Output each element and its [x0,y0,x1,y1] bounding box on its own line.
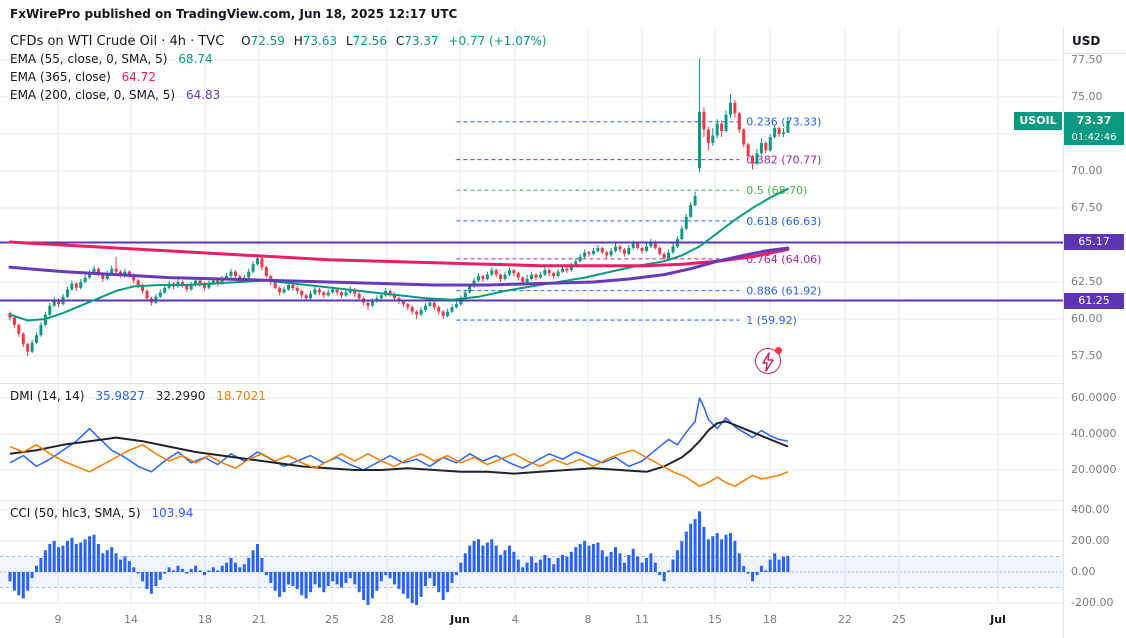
ema55-label: EMA (55, close, 0, SMA, 5) [10,52,168,66]
usoil-symbol-flag: USOIL [1014,112,1062,131]
time-tick-label: 18 [763,613,777,626]
cci-legend[interactable]: CCI (50, hlc3, SMA, 5) 103.94 [10,505,193,522]
cci-histogram [8,511,790,605]
ema365-line [8,240,790,268]
fib-level-label: 0.764 (64.06) [746,253,821,266]
header-bar: FxWirePro published on TradingView.com, … [0,0,1126,28]
fib-level-label: 0.618 (66.63) [746,215,821,228]
lightning-icon [762,352,774,372]
time-tick-label: 9 [54,613,62,626]
time-tick-label: 25 [892,613,906,626]
price-axis-label: 400.00 [1071,502,1110,516]
time-tick-label: 14 [124,613,138,626]
ema200-line [8,246,790,287]
pane-divider[interactable] [0,383,1126,384]
time-tick-label: 22 [838,613,852,626]
open-value: 72.59 [250,34,285,48]
change-value: +0.77 (+1.07%) [448,34,547,48]
ema200-value: 64.83 [185,88,221,102]
time-tick-label: 28 [380,613,394,626]
time-tick-label: 18 [198,613,212,626]
low-key: L [345,34,353,48]
time-tick-label: Jul [990,613,1006,626]
price-axis-label: 57.50 [1071,349,1103,362]
fib-retracement: 0.236 (73.33) 0.382 (70.77) 0.5 (68.70) 0.6… [456,116,821,327]
main-price-pane[interactable]: 0.236 (73.33) 0.382 (70.77) 0.5 (68.70) 0.6… [0,28,1063,383]
currency-label: USD [1064,28,1126,54]
main-legend: CFDs on WTI Crude Oil · 4h · TVC O72.59 … [10,33,547,105]
price-axis-label: 0.00 [1071,565,1096,578]
price-axis-label: 20.0000 [1071,463,1117,476]
time-tick-label: 21 [252,613,266,626]
ema55-value: 68.74 [178,52,213,66]
dmi-grid [0,383,1063,500]
ema365-legend-row[interactable]: EMA (365, close) 64.72 [10,69,547,86]
quick-trade-button[interactable] [755,347,782,374]
time-tick-label: 11 [635,613,649,626]
high-value: 73.63 [302,34,338,48]
close-key: C [395,34,405,48]
ema200-label: EMA (200, close, 0, SMA, 5) [10,88,176,102]
time-axis[interactable]: 9 14 18 21 25 28 Jun 4 8 11 15 18 22 25 Jul [0,605,1063,638]
notification-dot [775,347,782,354]
dmi-series-plusdi [9,397,789,473]
cci-pane[interactable] [0,500,1063,605]
time-tick-label: Jun [450,613,470,626]
time-tick-label: 15 [708,613,722,626]
dmi-legend[interactable]: DMI (14, 14) 35.9827 32.2990 18.7021 [10,388,266,405]
ema55-line [9,187,789,322]
price-level-badge-6517: 65.17 [1064,234,1124,251]
dmi-plus-di-value: 35.9827 [95,389,145,403]
horizontal-rays [0,241,1063,302]
main-grid [0,28,1063,383]
ema365-value: 64.72 [121,70,156,84]
dmi-pane[interactable] [0,383,1063,500]
ema200-legend-row[interactable]: EMA (200, close, 0, SMA, 5) 64.83 [10,87,547,104]
dmi-series-adx [9,420,789,475]
low-value: 72.56 [352,34,388,48]
dmi-minus-di-value: 18.7021 [216,389,266,403]
price-axis-label: 77.50 [1071,53,1103,66]
candle-countdown-badge: 01:42:46 [1064,130,1124,146]
ema365-label: EMA (365, close) [10,70,111,84]
axis-separator [1063,28,1064,638]
price-axis-label: -200.00 [1071,596,1114,610]
fib-level-label: 1 (59.92) [746,314,797,327]
dmi-adx-value: 32.2990 [155,389,206,403]
symbol-title: CFDs on WTI Crude Oil · 4h · TVC [10,34,225,49]
fib-level-label: 0.886 (61.92) [746,285,821,298]
open-key: O [241,34,251,48]
price-axis-label: 60.0000 [1071,391,1117,404]
cci-label: CCI (50, hlc3, SMA, 5) [10,506,141,520]
fib-level-label: 0.236 (73.33) [746,116,821,129]
current-price-badge: 73.37 [1064,112,1124,131]
candlestick-series [8,58,790,356]
cci-value: 103.94 [151,506,194,520]
time-tick-label: 4 [511,613,519,626]
dmi-label: DMI (14, 14) [10,389,85,403]
price-axis-label: 40.0000 [1071,427,1117,440]
high-key: H [293,34,303,48]
price-axis-label: 60.00 [1071,312,1103,325]
published-line: FxWirePro published on TradingView.com, … [10,7,458,21]
close-value: 73.37 [404,34,439,48]
dmi-series-minusdi [9,444,789,487]
fib-level-label: 0.5 (68.70) [746,184,807,197]
time-tick-label: 25 [325,613,339,626]
time-tick-label: 8 [584,613,592,626]
price-axis-label: 62.50 [1071,275,1103,288]
price-axis-label: 75.00 [1071,90,1103,103]
price-axis-label: 67.50 [1071,201,1103,214]
pane-divider[interactable] [0,500,1126,501]
ema55-legend-row[interactable]: EMA (55, close, 0, SMA, 5) 68.74 [10,51,547,68]
price-axis-label: 200.00 [1071,533,1110,547]
price-axis-label: 70.00 [1071,164,1103,177]
price-level-badge-6125: 61.25 [1064,292,1124,309]
fib-level-label: 0.382 (70.77) [746,154,821,167]
symbol-legend-row[interactable]: CFDs on WTI Crude Oil · 4h · TVC O72.59 … [10,33,547,50]
